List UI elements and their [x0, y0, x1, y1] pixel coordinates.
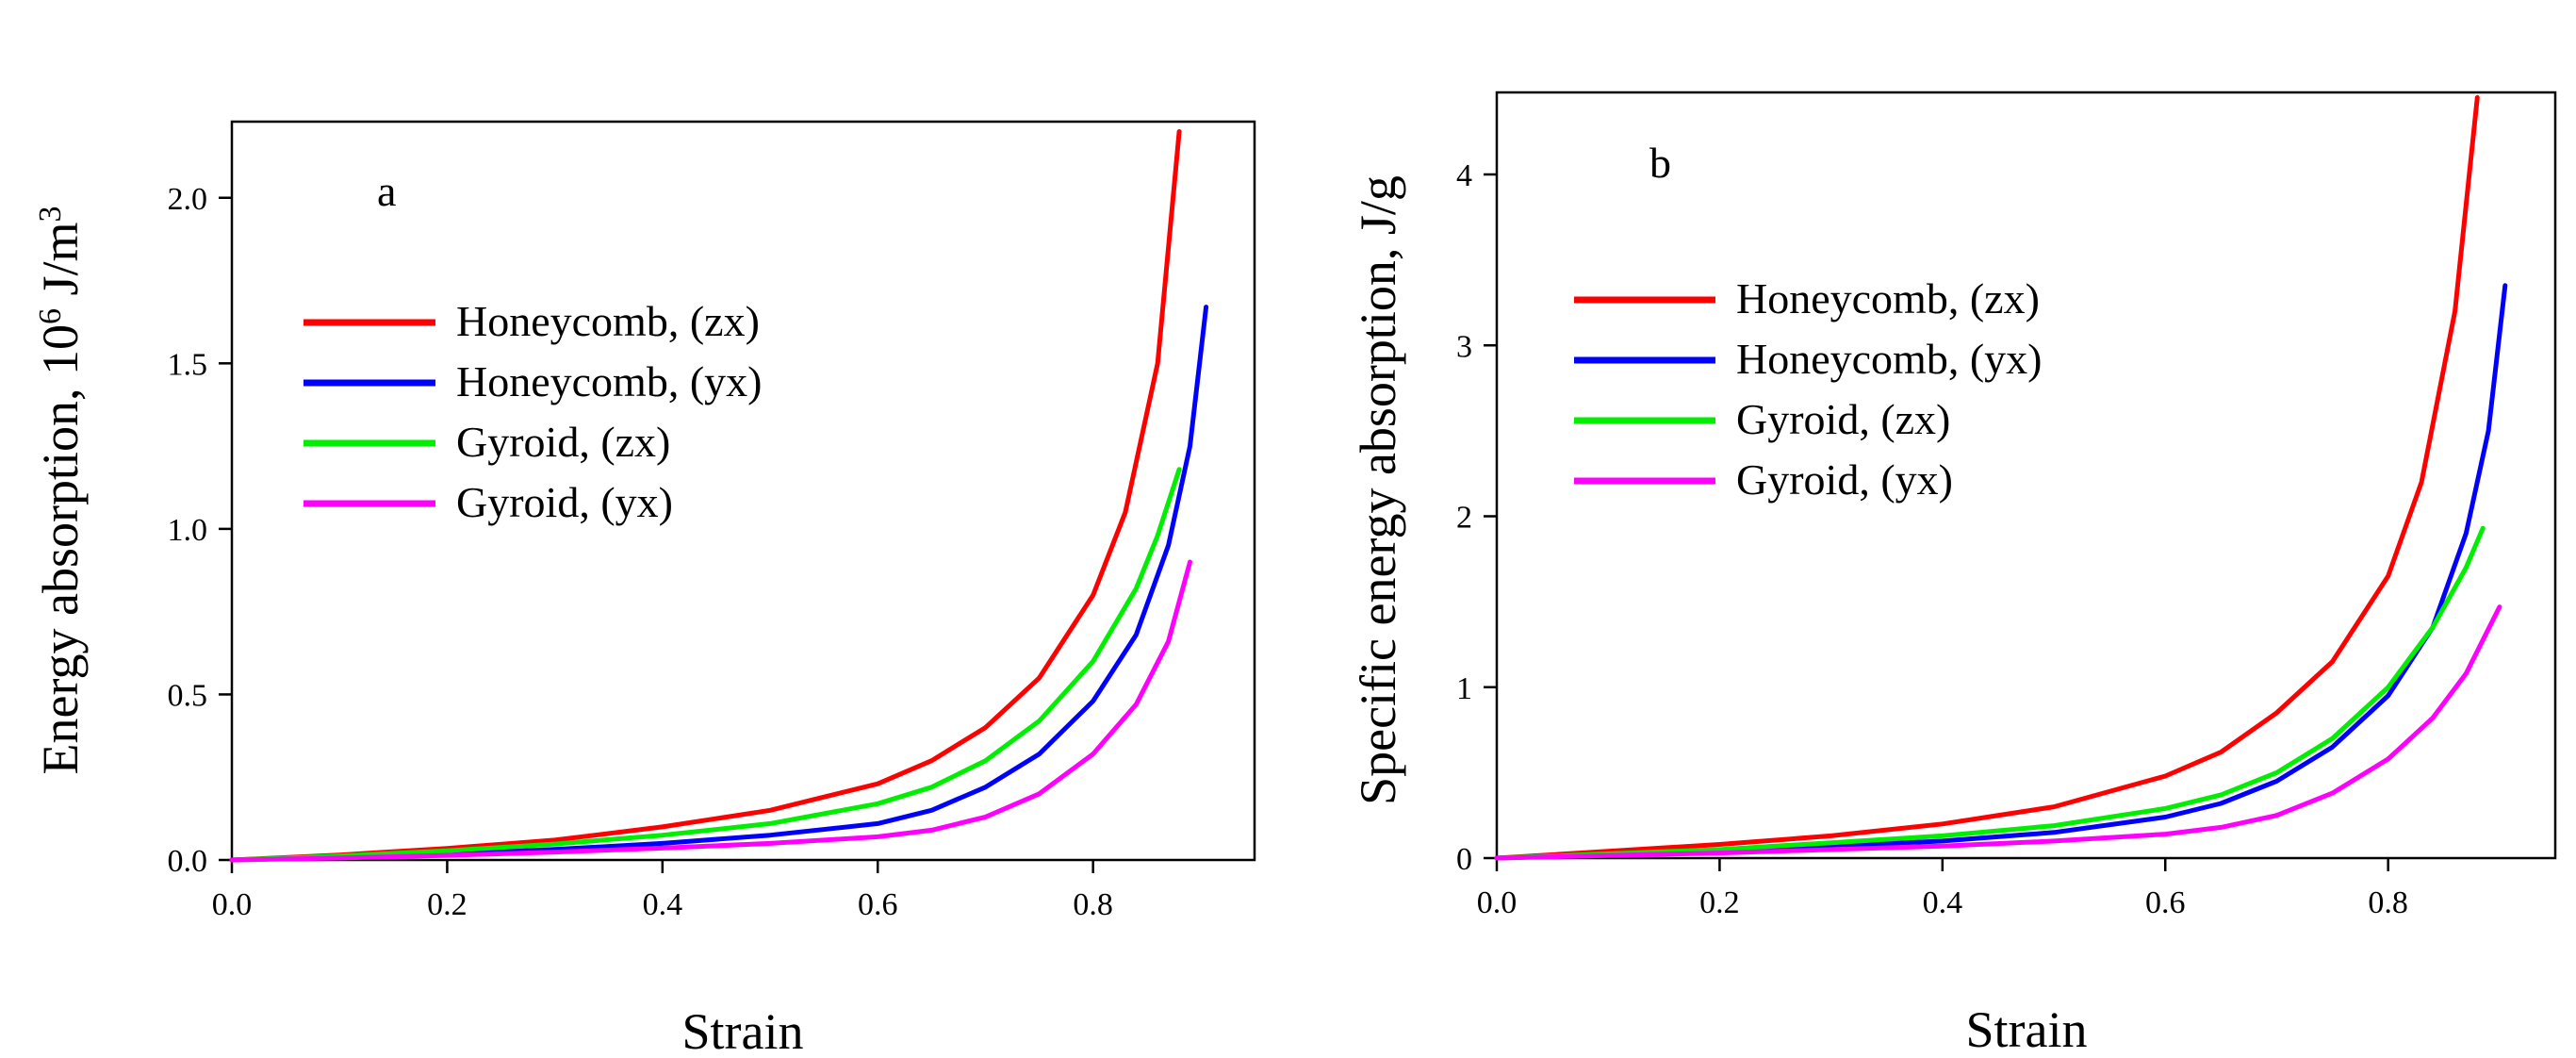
y-tick-label-b-0: 0: [1456, 842, 1472, 877]
x-tick-label-a-4: 0.8: [1073, 887, 1113, 922]
chart-panel-b: 0.0 0.2 0.4 0.6 0.8 0 1 2 3 4 b Strain Specific e…: [1350, 91, 2557, 1058]
series-group-b: [1494, 94, 2508, 861]
legend-label-a-1: Honeycomb, (yx): [456, 357, 762, 405]
axis-ticks-b: 0.0 0.2 0.4 0.6 0.8 0 1 2 3 4: [1456, 158, 2408, 920]
panel-label-b: b: [1649, 139, 1671, 187]
legend-a: Honeycomb, (zx) Honeycomb, (yx) Gyroid, (z…: [304, 297, 762, 526]
x-tick-label-b-1: 0.2: [1699, 885, 1740, 920]
plot-area-b: [1495, 91, 2557, 860]
legend-label-a-3: Gyroid, (yx): [456, 478, 673, 526]
x-axis-label-b: Strain: [1966, 1001, 2088, 1058]
panel-label-a: a: [377, 167, 396, 215]
y-tick-label-a-4: 2.0: [168, 182, 208, 217]
legend-label-b-0: Honeycomb, (zx): [1736, 274, 2040, 322]
y-axis-label-a-exponent: 6: [33, 308, 68, 324]
x-axis-label-a: Strain: [682, 1003, 804, 1058]
legend-label-a-2: Gyroid, (zx): [456, 418, 670, 466]
y-axis-label-a-main: Energy absorption, 10: [32, 324, 89, 774]
legend-label-b-3: Gyroid, (yx): [1736, 455, 1953, 504]
legend-b: Honeycomb, (zx) Honeycomb, (yx) Gyroid, (z…: [1574, 274, 2042, 504]
y-tick-label-b-2: 2: [1456, 501, 1472, 536]
y-tick-label-b-3: 3: [1456, 329, 1472, 364]
legend-label-b-1: Honeycomb, (yx): [1736, 335, 2042, 383]
series-line-b-2: [1494, 525, 2486, 861]
y-tick-label-b-1: 1: [1456, 671, 1472, 706]
y-tick-label-a-0: 0.0: [168, 844, 208, 879]
series-line-a-0: [229, 129, 1182, 863]
axis-ticks-a: 0.0 0.2 0.4 0.6 0.8 0.0 0.5 1.0 1.5 2.0: [168, 182, 1113, 922]
chart-panel-a: 0.0 0.2 0.4 0.6 0.80.00.51.01.52.0 a Strain …: [32, 120, 1256, 1058]
y-axis-label-a-unit: J/m: [32, 223, 89, 309]
legend-label-a-0: Honeycomb, (zx): [456, 297, 760, 345]
series-line-a-2: [229, 467, 1182, 863]
x-tick-label-b-4: 0.8: [2368, 885, 2408, 920]
y-tick-label-b-4: 4: [1456, 158, 1472, 193]
x-tick-label-a-1: 0.2: [427, 887, 468, 922]
plot-area-a: [230, 120, 1256, 862]
legend-label-b-2: Gyroid, (zx): [1736, 395, 1950, 443]
x-tick-label-a-0: 0.0: [212, 887, 253, 922]
series-line-b-0: [1494, 94, 2480, 861]
series-line-b-3: [1494, 604, 2502, 861]
series-group-a: [229, 129, 1209, 863]
x-tick-label-a-3: 0.6: [858, 887, 898, 922]
y-tick-label-a-2: 1.0: [168, 513, 208, 548]
x-tick-label-b-2: 0.4: [1923, 885, 1963, 920]
y-tick-label-a-3: 1.5: [168, 347, 208, 382]
series-line-a-3: [229, 559, 1192, 863]
y-axis-label-a-unit-exponent: 3: [33, 207, 68, 223]
x-tick-label-b-0: 0.0: [1477, 885, 1518, 920]
y-axis-label-a: Energy absorption, 106 J/m3: [32, 207, 89, 775]
y-axis-label-b: Specific energy absorption, J/g: [1350, 175, 1406, 805]
x-tick-label-a-2: 0.4: [643, 887, 683, 922]
x-tick-label-b-3: 0.6: [2145, 885, 2186, 920]
y-tick-label-a-1: 0.5: [168, 678, 208, 713]
